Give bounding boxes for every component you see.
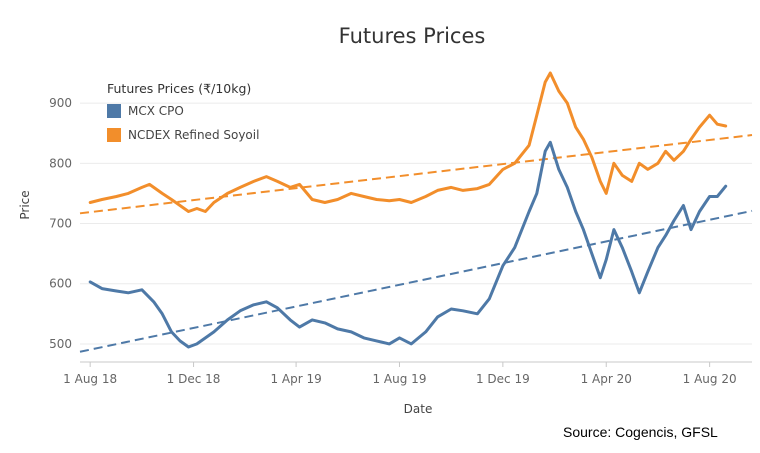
x-tick-label-2: 1 Apr 19	[270, 372, 321, 386]
axes: 500 600 700 800 900 1 Aug 18 1 Dec 18 1 Apr 19 1…	[49, 96, 752, 386]
x-tick-label-5: 1 Apr 20	[581, 372, 632, 386]
y-tick-label-700: 700	[49, 217, 72, 231]
trendline-1	[79, 134, 753, 215]
trendlines	[79, 134, 753, 353]
x-tick-label-4: 1 Dec 19	[476, 372, 530, 386]
chart-title: Futures Prices	[339, 24, 486, 48]
x-axis-label: Date	[404, 402, 433, 416]
x-tick-label-1: 1 Dec 18	[167, 372, 221, 386]
x-tick-label-3: 1 Aug 19	[372, 372, 426, 386]
y-tick-label-900: 900	[49, 96, 72, 110]
x-tick-label-0: 1 Aug 18	[63, 372, 117, 386]
series-line-1	[88, 71, 728, 213]
x-tick-label-6: 1 Aug 20	[683, 372, 737, 386]
y-tick-label-500: 500	[49, 337, 72, 351]
legend-label-0: MCX CPO	[128, 104, 184, 118]
legend-swatch-0	[107, 104, 121, 118]
source-note: Source: Cogencis, GFSL	[563, 424, 718, 440]
legend: Futures Prices (₹/10kg) MCX CPO NCDEX Ref…	[107, 81, 259, 142]
y-tick-label-800: 800	[49, 156, 72, 170]
series-line-0	[88, 140, 728, 349]
legend-label-1: NCDEX Refined Soyoil	[128, 128, 259, 142]
y-axis-label: Price	[18, 190, 32, 219]
y-tick-label-600: 600	[49, 277, 72, 291]
trendline-0	[79, 209, 753, 353]
legend-swatch-1	[107, 128, 121, 142]
series-lines	[88, 71, 728, 349]
legend-title: Futures Prices (₹/10kg)	[107, 81, 251, 96]
